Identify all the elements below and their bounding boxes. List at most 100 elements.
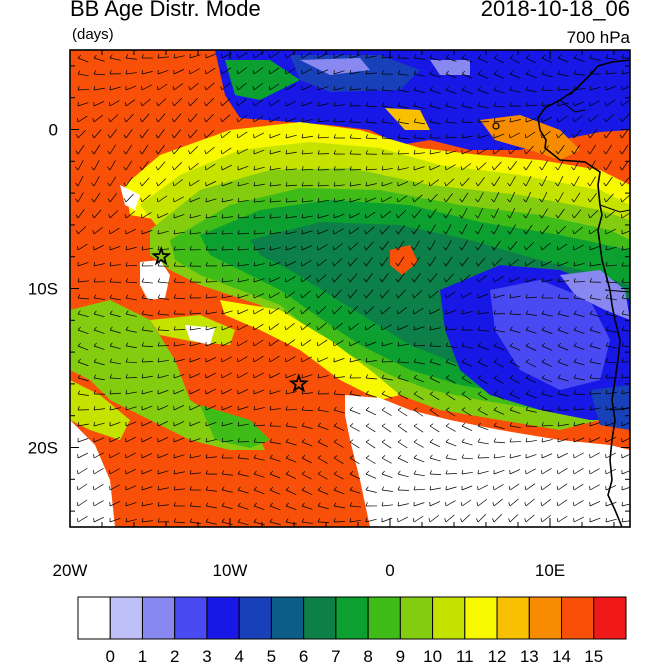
wind-barb-flag: [284, 277, 287, 283]
wind-barb: [493, 73, 505, 79]
wind-barb: [397, 289, 406, 299]
wind-barb: [285, 489, 297, 495]
wind-barb-flag: [525, 310, 529, 315]
wind-barb-flag: [461, 86, 465, 91]
wind-barb: [157, 248, 169, 251]
wind-barb-flag: [381, 358, 384, 363]
wind-barb-flag: [204, 166, 207, 171]
wind-barb: [365, 323, 376, 331]
wind-barb-flag: [572, 230, 575, 235]
wind-barb: [205, 163, 216, 171]
wind-barb: [93, 297, 105, 300]
wind-barb-flag: [397, 439, 402, 443]
wind-barb: [429, 457, 441, 462]
wind-barb: [413, 377, 425, 383]
wind-barb: [557, 144, 565, 155]
field-yellow-arc: [220, 300, 400, 400]
wind-barb: [93, 329, 105, 334]
wind-barb: [445, 89, 457, 94]
wind-barb-flag: [157, 485, 159, 491]
wind-barb-flag: [621, 358, 624, 363]
wind-barb-flag: [557, 294, 561, 299]
wind-barb: [221, 280, 233, 283]
wind-barb-flag: [556, 518, 559, 523]
wind-barb-flag: [555, 150, 559, 155]
wind-barb-flag: [381, 486, 385, 491]
wind-barb-flag: [123, 182, 127, 187]
wind-barb-flag: [477, 454, 480, 459]
wind-barb: [445, 500, 456, 507]
wind-barb-flag: [156, 86, 159, 91]
wind-barb: [509, 161, 517, 171]
wind-barb: [77, 57, 89, 63]
wind-barb-flag: [109, 469, 111, 475]
wind-barb: [269, 232, 281, 235]
wind-barb-flag: [621, 374, 624, 379]
wind-barb-flag: [571, 182, 575, 187]
wind-barb: [445, 345, 457, 348]
wind-barb: [189, 145, 199, 155]
wind-barb-flag: [363, 278, 367, 283]
wind-barb: [301, 135, 313, 139]
wind-barb: [381, 182, 393, 187]
wind-barb: [525, 514, 535, 523]
wind-barb-flag: [221, 214, 224, 219]
wind-barb: [461, 105, 473, 109]
wind-barb: [205, 456, 217, 459]
wind-barb: [605, 228, 616, 235]
wind-barb: [589, 114, 599, 123]
wind-barb: [189, 113, 198, 123]
wind-barb: [77, 73, 89, 77]
wind-barb: [221, 114, 231, 123]
wind-barb: [285, 322, 295, 331]
wind-barb-flag: [333, 455, 338, 459]
wind-barb-flag: [237, 373, 239, 379]
wind-barb-flag: [123, 198, 127, 203]
wind-barb-flag: [397, 342, 400, 347]
star-1-marker: [151, 246, 172, 266]
wind-barb-flag: [301, 198, 304, 203]
wind-barb-flag: [475, 182, 479, 187]
wind-barb: [589, 329, 601, 334]
wind-barb: [333, 87, 345, 91]
wind-barb: [429, 501, 441, 507]
wind-barb-flag: [269, 293, 271, 299]
field-white-small: [185, 325, 215, 345]
wind-barb: [541, 345, 553, 351]
wind-barb: [269, 200, 281, 203]
wind-barb: [621, 520, 630, 523]
wind-barb-flag: [411, 214, 415, 219]
wind-barb: [253, 457, 265, 461]
wind-barb-flag: [380, 310, 383, 315]
wind-barb: [285, 184, 297, 187]
wind-barb-flag: [381, 134, 385, 139]
wind-barb-flag: [619, 134, 623, 139]
wind-barb: [589, 468, 600, 475]
wind-barb: [237, 505, 249, 510]
wind-barb-flag: [125, 294, 129, 299]
wind-barb: [253, 424, 265, 427]
wind-barb: [109, 176, 117, 187]
wind-barb: [573, 101, 585, 107]
wind-barb-flag: [253, 214, 256, 219]
wind-barb: [397, 195, 408, 203]
wind-barb: [461, 361, 473, 367]
wind-barb-flag: [253, 502, 257, 507]
wind-barb-flag: [365, 423, 370, 427]
wind-barb-flag: [413, 70, 417, 75]
wind-barb-flag: [157, 278, 161, 283]
wind-barb-flag: [588, 118, 591, 123]
wind-barb: [381, 342, 393, 347]
wind-barb-flag: [461, 470, 464, 475]
wind-barb: [205, 53, 217, 59]
wind-barb-flag: [141, 310, 145, 315]
wind-barb: [589, 144, 597, 155]
wind-barb: [109, 407, 121, 411]
wind-barb: [573, 297, 585, 300]
wind-barb-flag: [189, 310, 192, 315]
wind-barb: [621, 422, 630, 427]
wind-barb-flag: [141, 54, 144, 59]
wind-barb: [125, 436, 137, 443]
wind-barb: [541, 191, 548, 203]
wind-barb-flag: [397, 407, 402, 411]
